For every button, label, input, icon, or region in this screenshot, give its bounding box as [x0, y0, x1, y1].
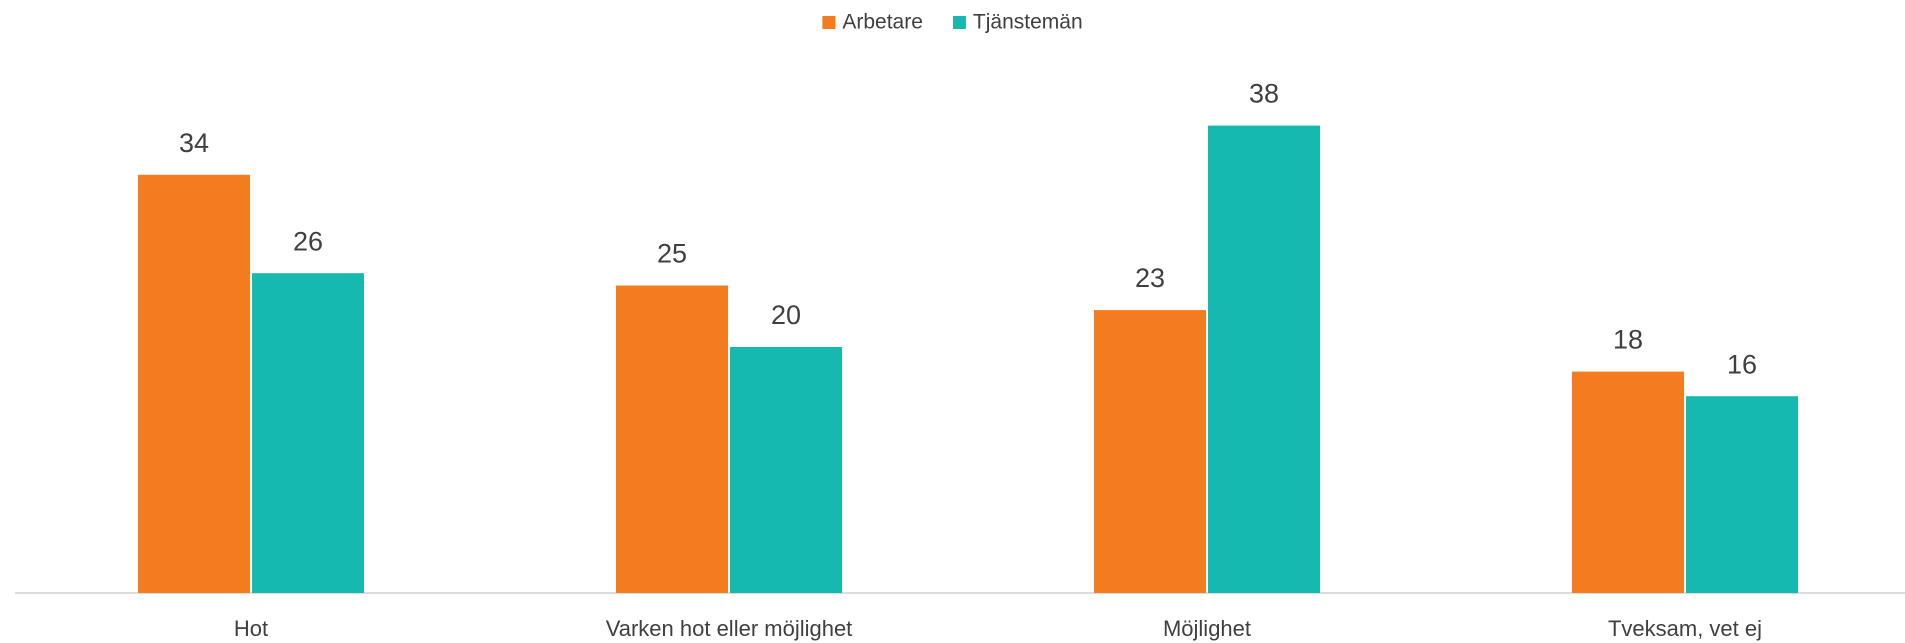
- data-label: 34: [179, 128, 209, 158]
- legend-label: Tjänstemän: [973, 11, 1083, 34]
- bar: [138, 174, 250, 594]
- bar: [1208, 125, 1320, 593]
- data-label: 25: [657, 239, 687, 269]
- bar: [252, 273, 364, 593]
- legend-label: Arbetare: [842, 11, 923, 34]
- data-label: 20: [771, 300, 801, 330]
- x-tick-label: Tveksam, vet ej: [1608, 616, 1762, 641]
- data-label: 18: [1613, 325, 1643, 355]
- data-label: 26: [293, 226, 323, 256]
- bar: [1686, 396, 1798, 593]
- bar: [1094, 310, 1206, 593]
- legend-swatch: [952, 16, 966, 29]
- legend-swatch: [822, 16, 836, 29]
- legend: Arbetare Tjänstemän: [822, 11, 1083, 34]
- x-tick-label: Möjlighet: [1163, 616, 1251, 641]
- data-label: 38: [1249, 79, 1279, 109]
- data-label: 23: [1135, 263, 1165, 293]
- data-label: 16: [1727, 349, 1757, 379]
- bar: [1572, 371, 1684, 593]
- x-tick-label: Varken hot eller möjlighet: [606, 616, 853, 641]
- x-tick-label: Hot: [234, 616, 268, 641]
- bar: [730, 347, 842, 593]
- bar: [616, 285, 728, 593]
